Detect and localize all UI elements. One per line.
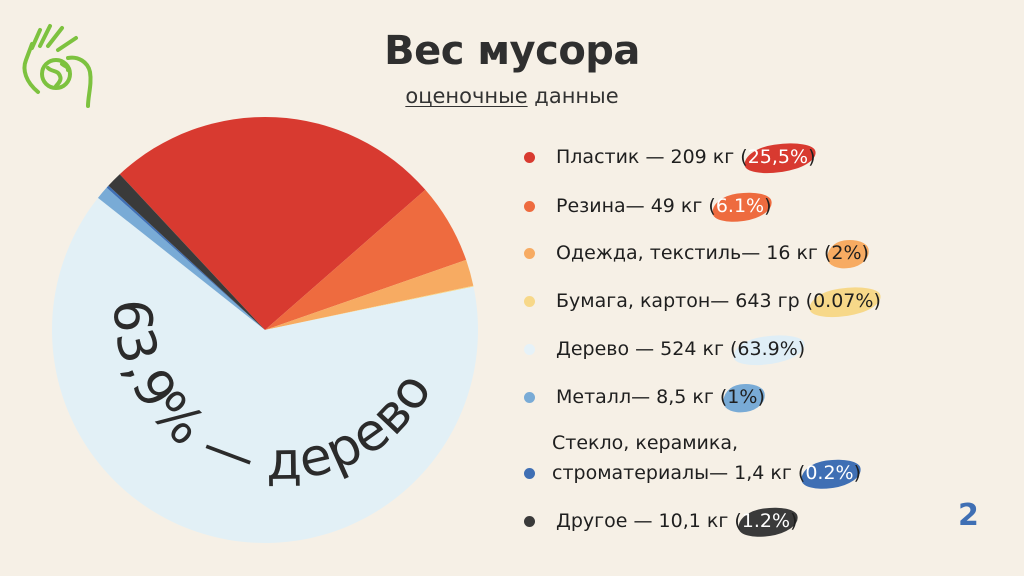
legend-percent: 1% bbox=[721, 381, 768, 415]
hand-globe-logo bbox=[22, 24, 93, 108]
legend-dot bbox=[524, 201, 535, 212]
page-number: 2 bbox=[958, 498, 979, 533]
pie-slice-glass bbox=[106, 185, 265, 330]
legend-percent: 0.2% bbox=[799, 455, 864, 493]
pie-slices bbox=[51, 117, 478, 543]
pie-slice-wood bbox=[51, 197, 478, 543]
pie-slice-metal bbox=[97, 187, 266, 330]
legend-percent: 63.9% bbox=[731, 331, 808, 369]
legend-label: Бумага, картон— 643 гр ( bbox=[556, 290, 814, 312]
legend-percent: 0.07% bbox=[807, 283, 884, 321]
pie-slice-paper bbox=[265, 285, 474, 330]
pie-slice-other bbox=[108, 174, 265, 330]
legend-label-line1: Стекло, керамика, bbox=[552, 432, 739, 454]
legend-label: Дерево — 524 кг ( bbox=[556, 338, 738, 360]
legend-percent: 1.2% bbox=[736, 503, 800, 541]
subtitle-rest: данные bbox=[527, 84, 619, 108]
legend-label: Резина— 49 кг ( bbox=[556, 195, 716, 217]
legend-dot bbox=[524, 468, 535, 479]
legend-dot bbox=[524, 516, 535, 527]
pie-slice-plastic bbox=[119, 117, 426, 330]
legend-dot bbox=[524, 296, 535, 307]
legend-label: Металл— 8,5 кг ( bbox=[556, 386, 728, 408]
legend-label: Одежда, текстиль— 16 кг ( bbox=[556, 242, 832, 264]
legend-dot bbox=[524, 248, 535, 259]
legend-label: Другое — 10,1 кг ( bbox=[556, 510, 742, 532]
legend-label: Пластик — 209 кг ( bbox=[556, 146, 748, 168]
legend-label: строматериалы— 1,4 кг ( bbox=[552, 462, 806, 484]
subtitle-underlined: оценочные bbox=[405, 84, 528, 108]
legend-dot bbox=[524, 344, 535, 355]
legend-dot bbox=[524, 152, 535, 163]
legend-dot bbox=[524, 392, 535, 403]
page-subtitle: оценочные данные bbox=[0, 84, 1024, 108]
legend-percent: 25,5% bbox=[742, 139, 818, 177]
legend-percent: 6.1% bbox=[710, 188, 774, 226]
pie-slice-textile bbox=[265, 259, 474, 330]
page-title: Вес мусора bbox=[384, 28, 640, 74]
pie-slice-rubber bbox=[265, 189, 467, 330]
legend-percent: 2% bbox=[825, 237, 872, 271]
